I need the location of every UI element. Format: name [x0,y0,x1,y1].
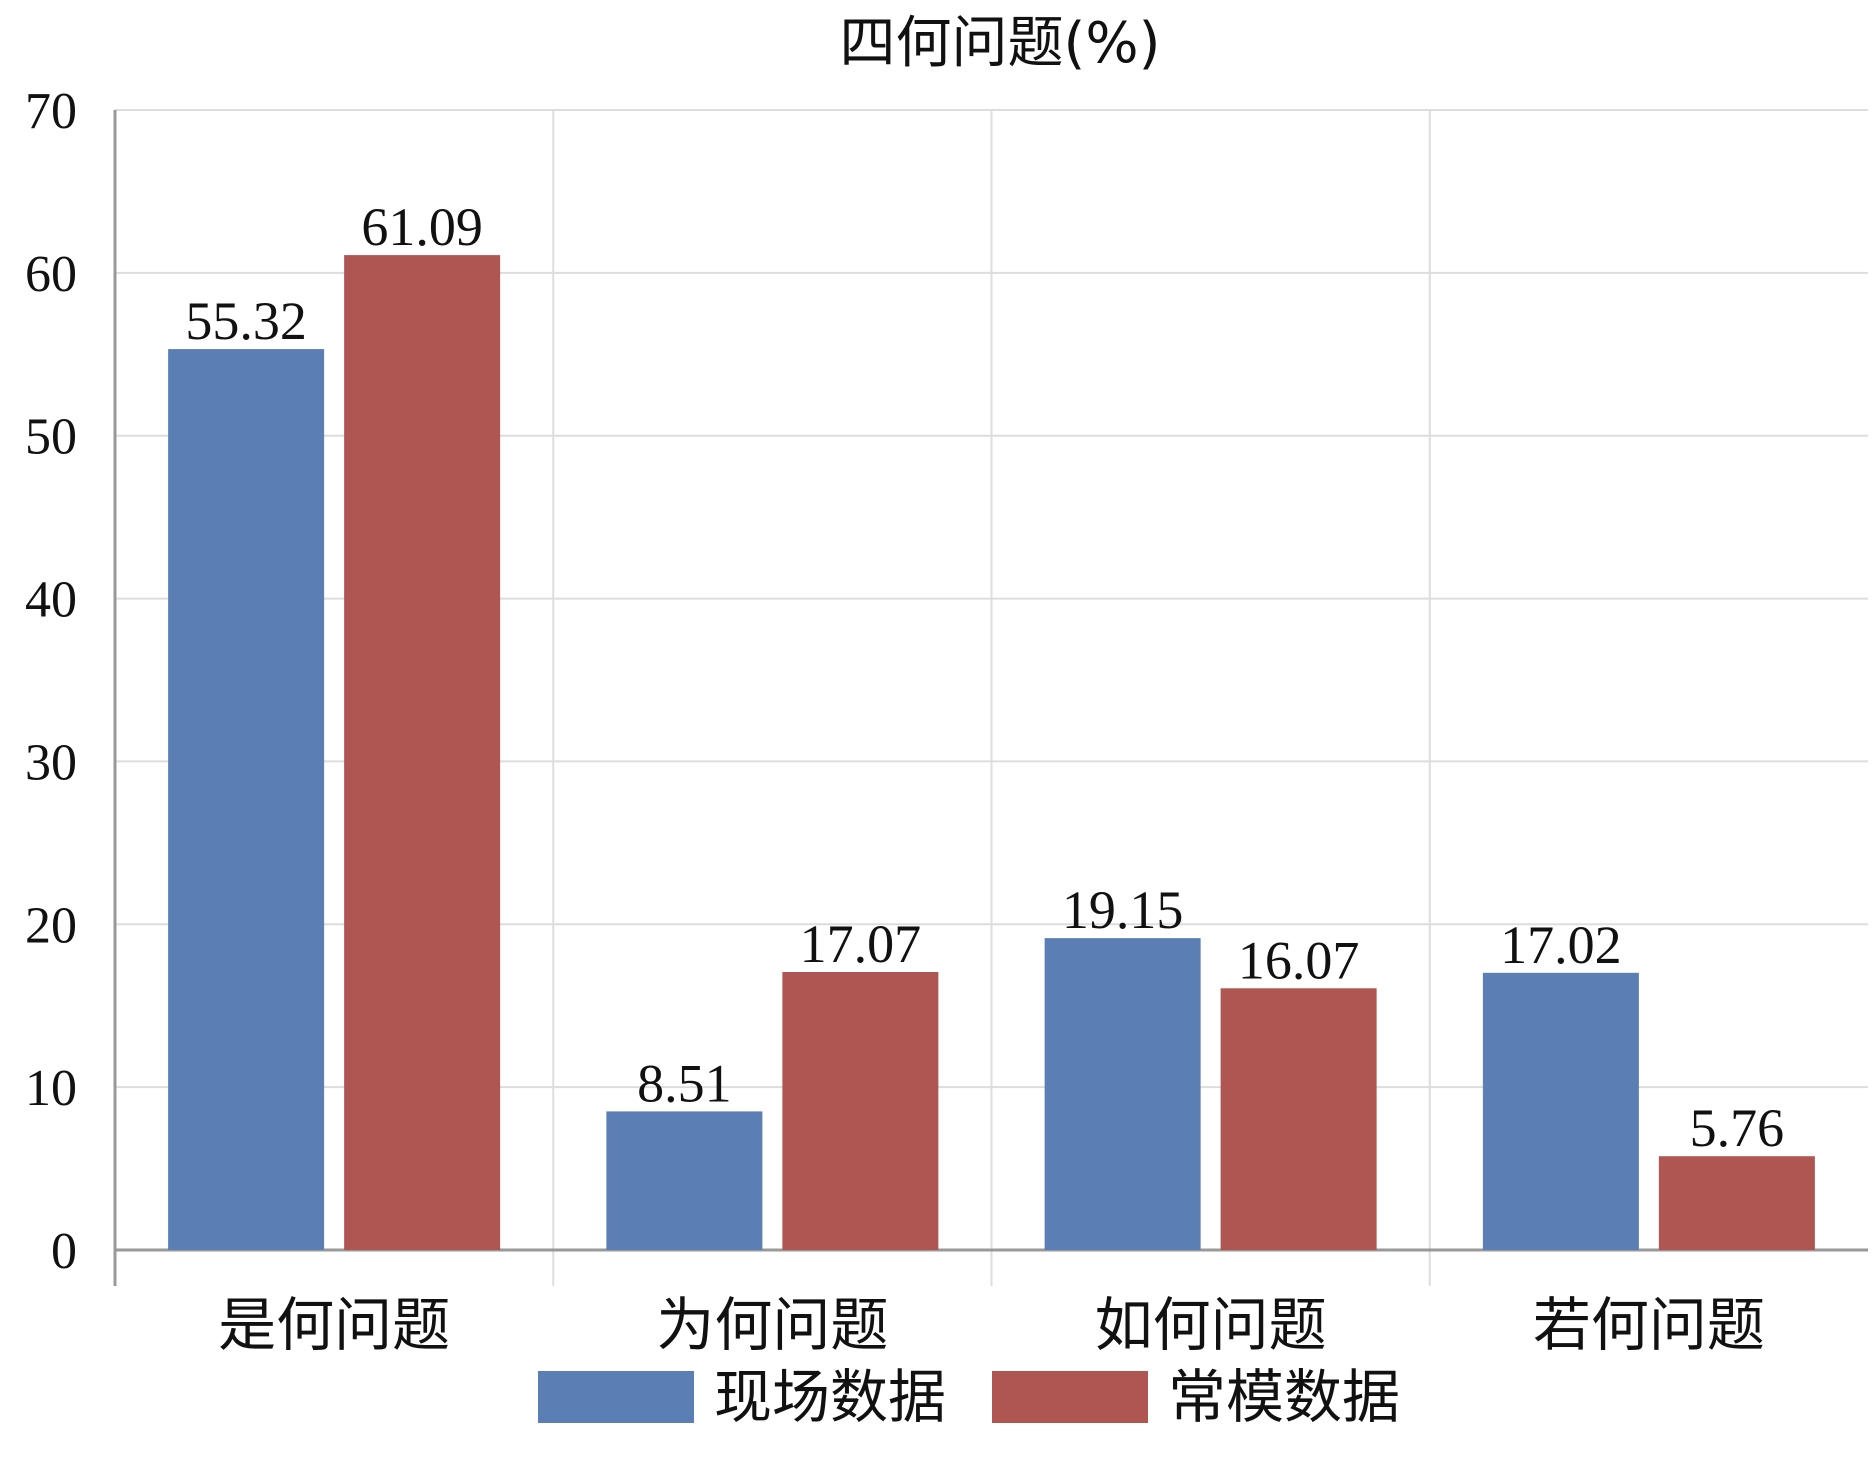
data-label: 61.09 [361,197,483,257]
y-tick-label: 0 [51,1223,77,1280]
bar [1044,938,1201,1250]
data-label: 16.07 [1238,930,1360,990]
bars [168,255,1815,1250]
y-tick-label: 10 [25,1060,77,1117]
y-tick-label: 60 [25,246,77,303]
y-tick-label: 40 [25,572,77,629]
x-tick-label: 若何问题 [1533,1291,1765,1359]
bar [1658,1156,1815,1250]
bar [782,972,939,1250]
y-tick-label: 50 [25,409,77,466]
data-labels: 55.32 61.09 8.51 17.07 19.15 16.07 17.02 5.76 [185,197,1784,1158]
x-tick-label: 为何问题 [656,1291,888,1359]
bar [1220,988,1377,1250]
y-tick-label: 20 [25,897,77,954]
data-label: 17.07 [800,914,922,974]
y-tick-label: 70 [25,83,77,140]
x-tick-label: 是何问题 [218,1291,450,1359]
bar [168,349,325,1250]
axes: 0 10 20 30 40 50 60 70 是何问题 为何问题 如何问题 若何问题 [25,83,1868,1359]
data-label: 19.15 [1062,880,1184,940]
bar [344,255,501,1250]
data-label: 5.76 [1690,1098,1785,1158]
chart-title: 四何问题(%) [840,11,1161,76]
legend: 现场数据 常模数据 [538,1363,1400,1431]
data-label: 55.32 [185,291,307,351]
legend-swatch [992,1371,1148,1423]
legend-swatch [538,1371,694,1423]
y-tick-label: 30 [25,734,77,791]
data-label: 17.02 [1500,915,1622,975]
legend-label: 现场数据 [714,1363,946,1431]
bar [1482,972,1639,1250]
data-label: 8.51 [637,1053,732,1113]
x-tick-label: 如何问题 [1095,1291,1327,1359]
legend-label: 常模数据 [1168,1363,1400,1431]
bar [606,1111,763,1250]
